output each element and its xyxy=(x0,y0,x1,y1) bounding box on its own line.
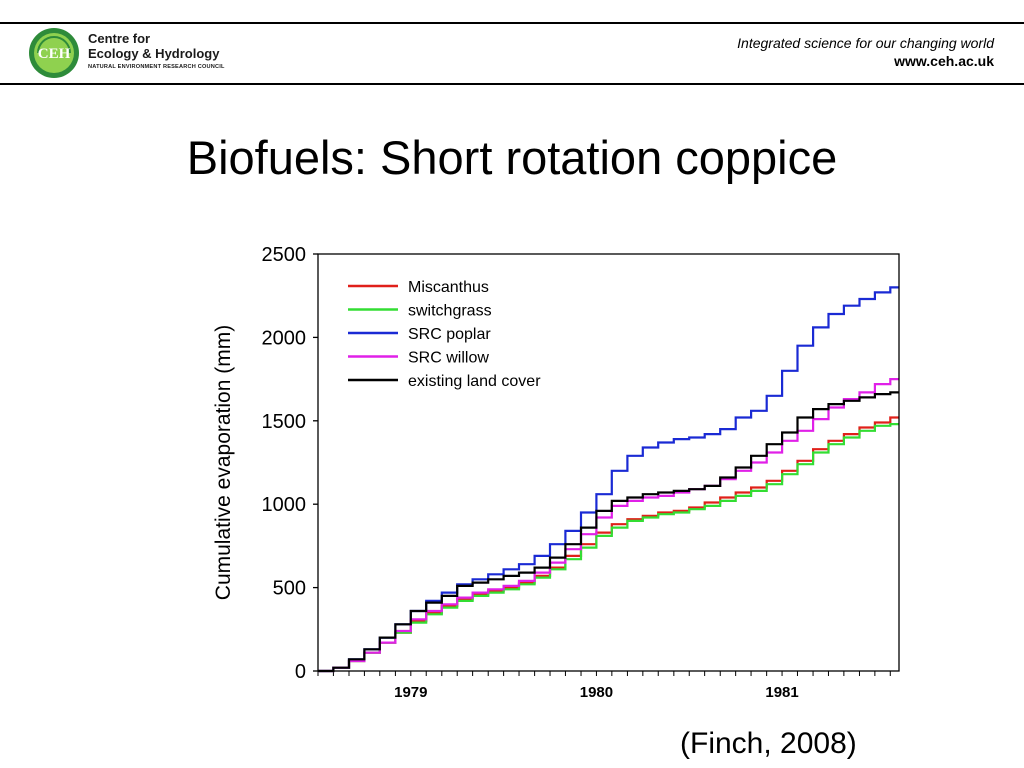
x-tick-label: 1981 xyxy=(765,684,798,701)
y-tick-label: 2000 xyxy=(262,327,307,349)
legend-label: SRC willow xyxy=(408,350,489,367)
y-tick-label: 1500 xyxy=(262,411,307,433)
y-tick-label: 500 xyxy=(273,578,306,600)
legend-label: Miscanthus xyxy=(408,279,489,296)
x-tick-label: 1979 xyxy=(394,684,427,701)
ceh-logo-line1: Centre for xyxy=(88,31,151,46)
ceh-logo[interactable]: CEH Centre for Ecology & Hydrology NATUR… xyxy=(28,27,278,81)
ceh-logo-badge-text: CEH xyxy=(38,46,71,62)
series-line-src-poplar xyxy=(318,286,899,673)
y-tick-label: 2500 xyxy=(262,244,307,266)
header-tagline-block: Integrated science for our changing worl… xyxy=(737,34,994,70)
site-url-link[interactable]: www.ceh.ac.uk xyxy=(894,53,994,69)
ceh-logo-badge: CEH xyxy=(29,28,79,78)
y-tick-label: 0 xyxy=(295,661,306,683)
citation: (Finch, 2008) xyxy=(680,727,857,760)
chart-legend: Miscanthus switchgrass SRC poplar SRC willo… xyxy=(348,279,541,390)
y-axis-label: Cumulative evaporation (mm) xyxy=(212,325,235,600)
series-line-existing-land-cover xyxy=(318,391,899,673)
ceh-logo-line3: NATURAL ENVIRONMENT RESEARCH COUNCIL xyxy=(88,64,225,70)
legend-label: switchgrass xyxy=(408,303,492,320)
plot-frame xyxy=(317,253,900,672)
y-tick-label: 1000 xyxy=(262,494,307,516)
series-line-src-willow xyxy=(318,378,899,673)
header-bottom-rule xyxy=(0,83,1024,85)
legend-label: SRC poplar xyxy=(408,326,491,343)
slide-title: Biofuels: Short rotation coppice xyxy=(186,131,838,184)
header-tagline: Integrated science for our changing worl… xyxy=(737,35,994,51)
evaporation-chart: Cumulative evaporation (mm) 0 500 1000 1500… xyxy=(212,244,900,701)
legend-label: existing land cover xyxy=(408,373,541,390)
header-top-rule xyxy=(0,22,1024,24)
x-tick-label: 1980 xyxy=(580,684,613,701)
ceh-logo-line2: Ecology & Hydrology xyxy=(88,46,220,61)
series-line-switchgrass xyxy=(318,423,899,673)
